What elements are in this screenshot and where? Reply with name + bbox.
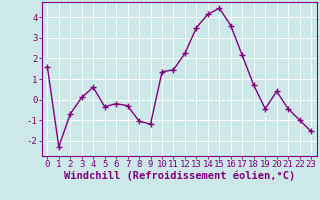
X-axis label: Windchill (Refroidissement éolien,°C): Windchill (Refroidissement éolien,°C): [64, 171, 295, 181]
